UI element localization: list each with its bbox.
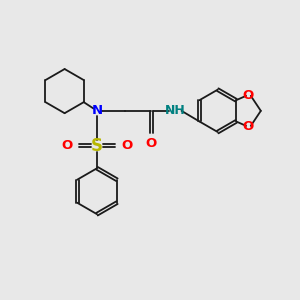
- Text: O: O: [121, 139, 132, 152]
- Text: O: O: [146, 137, 157, 150]
- Text: O: O: [243, 89, 254, 102]
- Text: N: N: [92, 104, 103, 117]
- Text: NH: NH: [165, 104, 185, 117]
- Text: S: S: [91, 136, 103, 154]
- Text: O: O: [243, 120, 254, 133]
- Text: O: O: [61, 139, 73, 152]
